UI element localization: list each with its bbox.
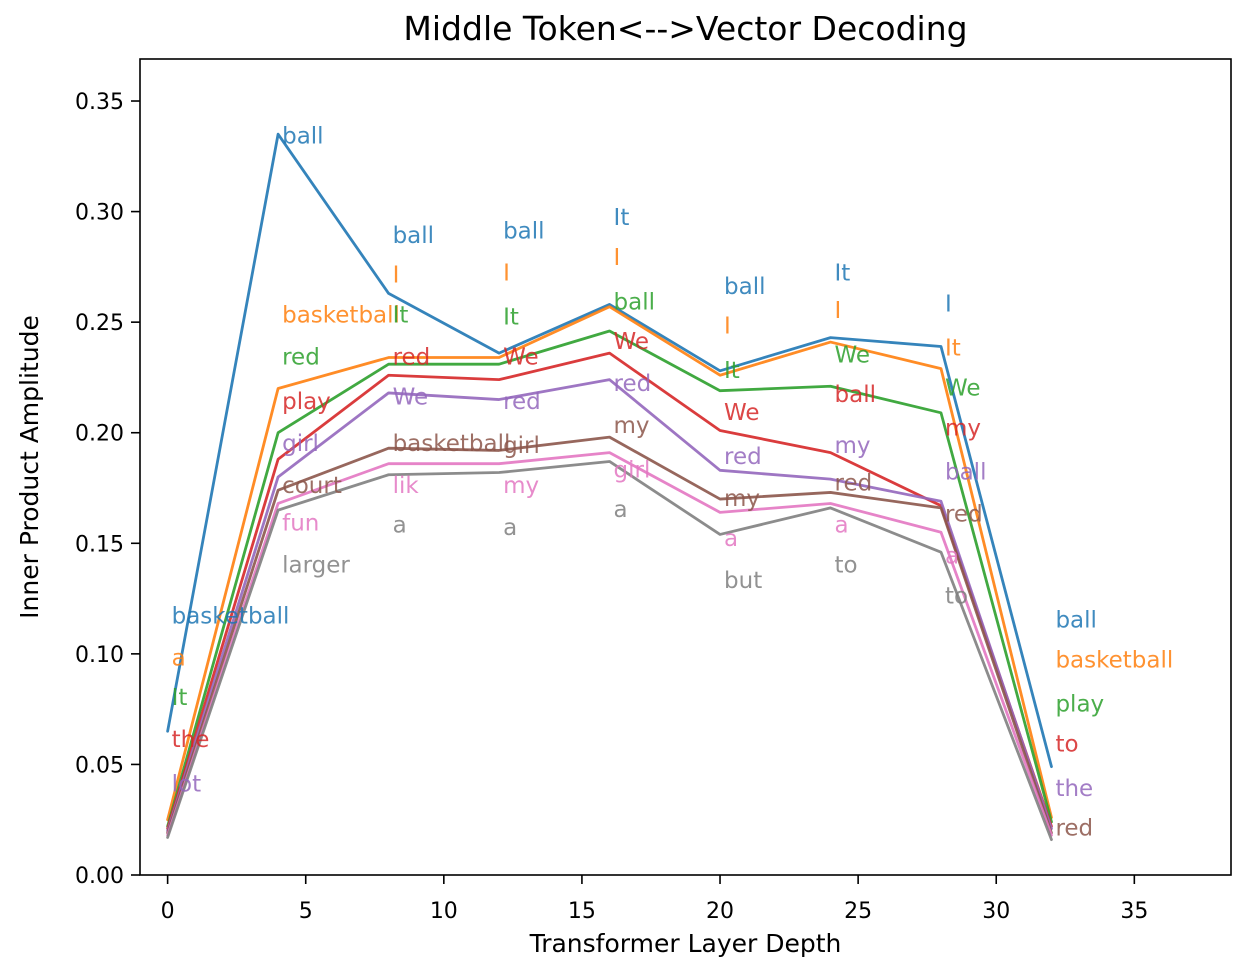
y-tick-label: 0.00 — [75, 864, 124, 889]
annotation-ball: ball — [835, 382, 876, 408]
annotation-ball: ball — [503, 218, 544, 244]
annotation-a: a — [835, 513, 849, 539]
annotation-a: a — [393, 513, 407, 539]
annotation-a: a — [945, 544, 959, 570]
annotation-basketball: basketball — [393, 431, 511, 457]
annotation-red: red — [282, 345, 320, 371]
annotation-fun: fun — [282, 510, 319, 536]
series-line-brown — [166, 435, 1053, 835]
annotation-girl: girl — [282, 431, 319, 457]
annotation-larger: larger — [282, 552, 350, 578]
annotation-red: red — [835, 471, 873, 497]
x-tick-label: 10 — [430, 899, 458, 924]
annotation-lik: lik — [393, 473, 420, 499]
annotation-a: a — [724, 526, 738, 552]
annotation-It: It — [614, 205, 630, 231]
annotation-a: a — [503, 515, 517, 541]
annotation-It: It — [835, 261, 851, 287]
annotation-I: I — [614, 245, 621, 271]
annotation-red: red — [614, 371, 652, 397]
annotation-I: I — [724, 314, 731, 340]
annotation-basketball: basketball — [282, 303, 400, 329]
annotation-red: red — [945, 502, 983, 528]
annotation-ball: ball — [1055, 608, 1096, 634]
annotation-basketball: basketball — [1055, 647, 1173, 673]
annotation-I: I — [393, 263, 400, 289]
annotation-red: red — [503, 389, 541, 415]
annotation-play: play — [282, 389, 331, 415]
annotation-my: my — [503, 473, 539, 499]
annotation-ball: ball — [282, 123, 323, 149]
x-tick-label: 20 — [706, 899, 734, 924]
annotation-ball: ball — [614, 289, 655, 315]
annotation-ball: ball — [945, 460, 986, 486]
annotation-red: red — [724, 444, 762, 470]
annotation-It: It — [393, 303, 409, 329]
x-tick-label: 35 — [1120, 899, 1148, 924]
annotation-girl: girl — [614, 457, 651, 483]
annotation-It: It — [945, 336, 961, 362]
y-tick-label: 0.30 — [75, 201, 124, 226]
series-line-red — [166, 351, 1053, 830]
annotation-I: I — [503, 261, 510, 287]
annotation-We: We — [503, 345, 539, 371]
chart-title: Middle Token<-->Vector Decoding — [403, 9, 967, 48]
annotation-We: We — [945, 375, 981, 401]
annotation-to: to — [945, 583, 968, 609]
annotation-red: red — [393, 345, 431, 371]
x-tick-label: 0 — [161, 899, 175, 924]
y-tick-label: 0.05 — [75, 753, 124, 778]
annotation-ball: ball — [393, 223, 434, 249]
annotation-my: my — [724, 486, 760, 512]
annotation-It: It — [172, 685, 188, 711]
annotation-red: red — [1055, 816, 1093, 842]
y-tick-label: 0.15 — [75, 532, 124, 557]
annotation-to: to — [1055, 732, 1078, 758]
series-line-orange — [166, 305, 1053, 822]
plot-frame — [139, 58, 1232, 876]
annotation-basketball: basketball — [172, 603, 290, 629]
annotation-We: We — [614, 329, 650, 355]
annotation-I: I — [945, 291, 952, 317]
x-axis-label: Transformer Layer Depth — [529, 929, 842, 958]
x-tick-label: 25 — [844, 899, 872, 924]
annotation-the: the — [1055, 776, 1093, 802]
annotation-court: court — [282, 473, 342, 499]
series-line-blue — [166, 132, 1053, 769]
annotation-lot: lot — [172, 771, 201, 797]
annotation-We: We — [835, 342, 871, 368]
annotation-a: a — [172, 645, 186, 671]
annotation-to: to — [835, 552, 858, 578]
y-tick-label: 0.20 — [75, 422, 124, 447]
annotation-It: It — [503, 305, 519, 331]
series-line-pink — [166, 451, 1053, 837]
annotation-but: but — [724, 568, 762, 594]
annotation-the: the — [172, 727, 210, 753]
annotation-a: a — [614, 497, 628, 523]
annotation-girl: girl — [503, 433, 540, 459]
annotation-We: We — [393, 384, 429, 410]
annotation-We: We — [724, 400, 760, 426]
y-tick-label: 0.25 — [75, 311, 124, 336]
x-tick-label: 15 — [568, 899, 596, 924]
y-tick-label: 0.10 — [75, 643, 124, 668]
annotation-I: I — [835, 298, 842, 324]
annotation-It: It — [724, 358, 740, 384]
y-tick-label: 0.35 — [75, 90, 124, 115]
x-tick-label: 5 — [299, 899, 313, 924]
y-axis-label: Inner Product Amplitude — [15, 315, 44, 619]
annotation-my: my — [945, 415, 981, 441]
series-line-purple — [166, 378, 1053, 833]
series-line-green — [166, 329, 1053, 828]
annotation-ball: ball — [724, 274, 765, 300]
x-tick-label: 30 — [982, 899, 1010, 924]
annotation-play: play — [1055, 692, 1104, 718]
annotation-my: my — [614, 413, 650, 439]
series-line-gray — [166, 460, 1053, 842]
annotation-my: my — [835, 433, 871, 459]
